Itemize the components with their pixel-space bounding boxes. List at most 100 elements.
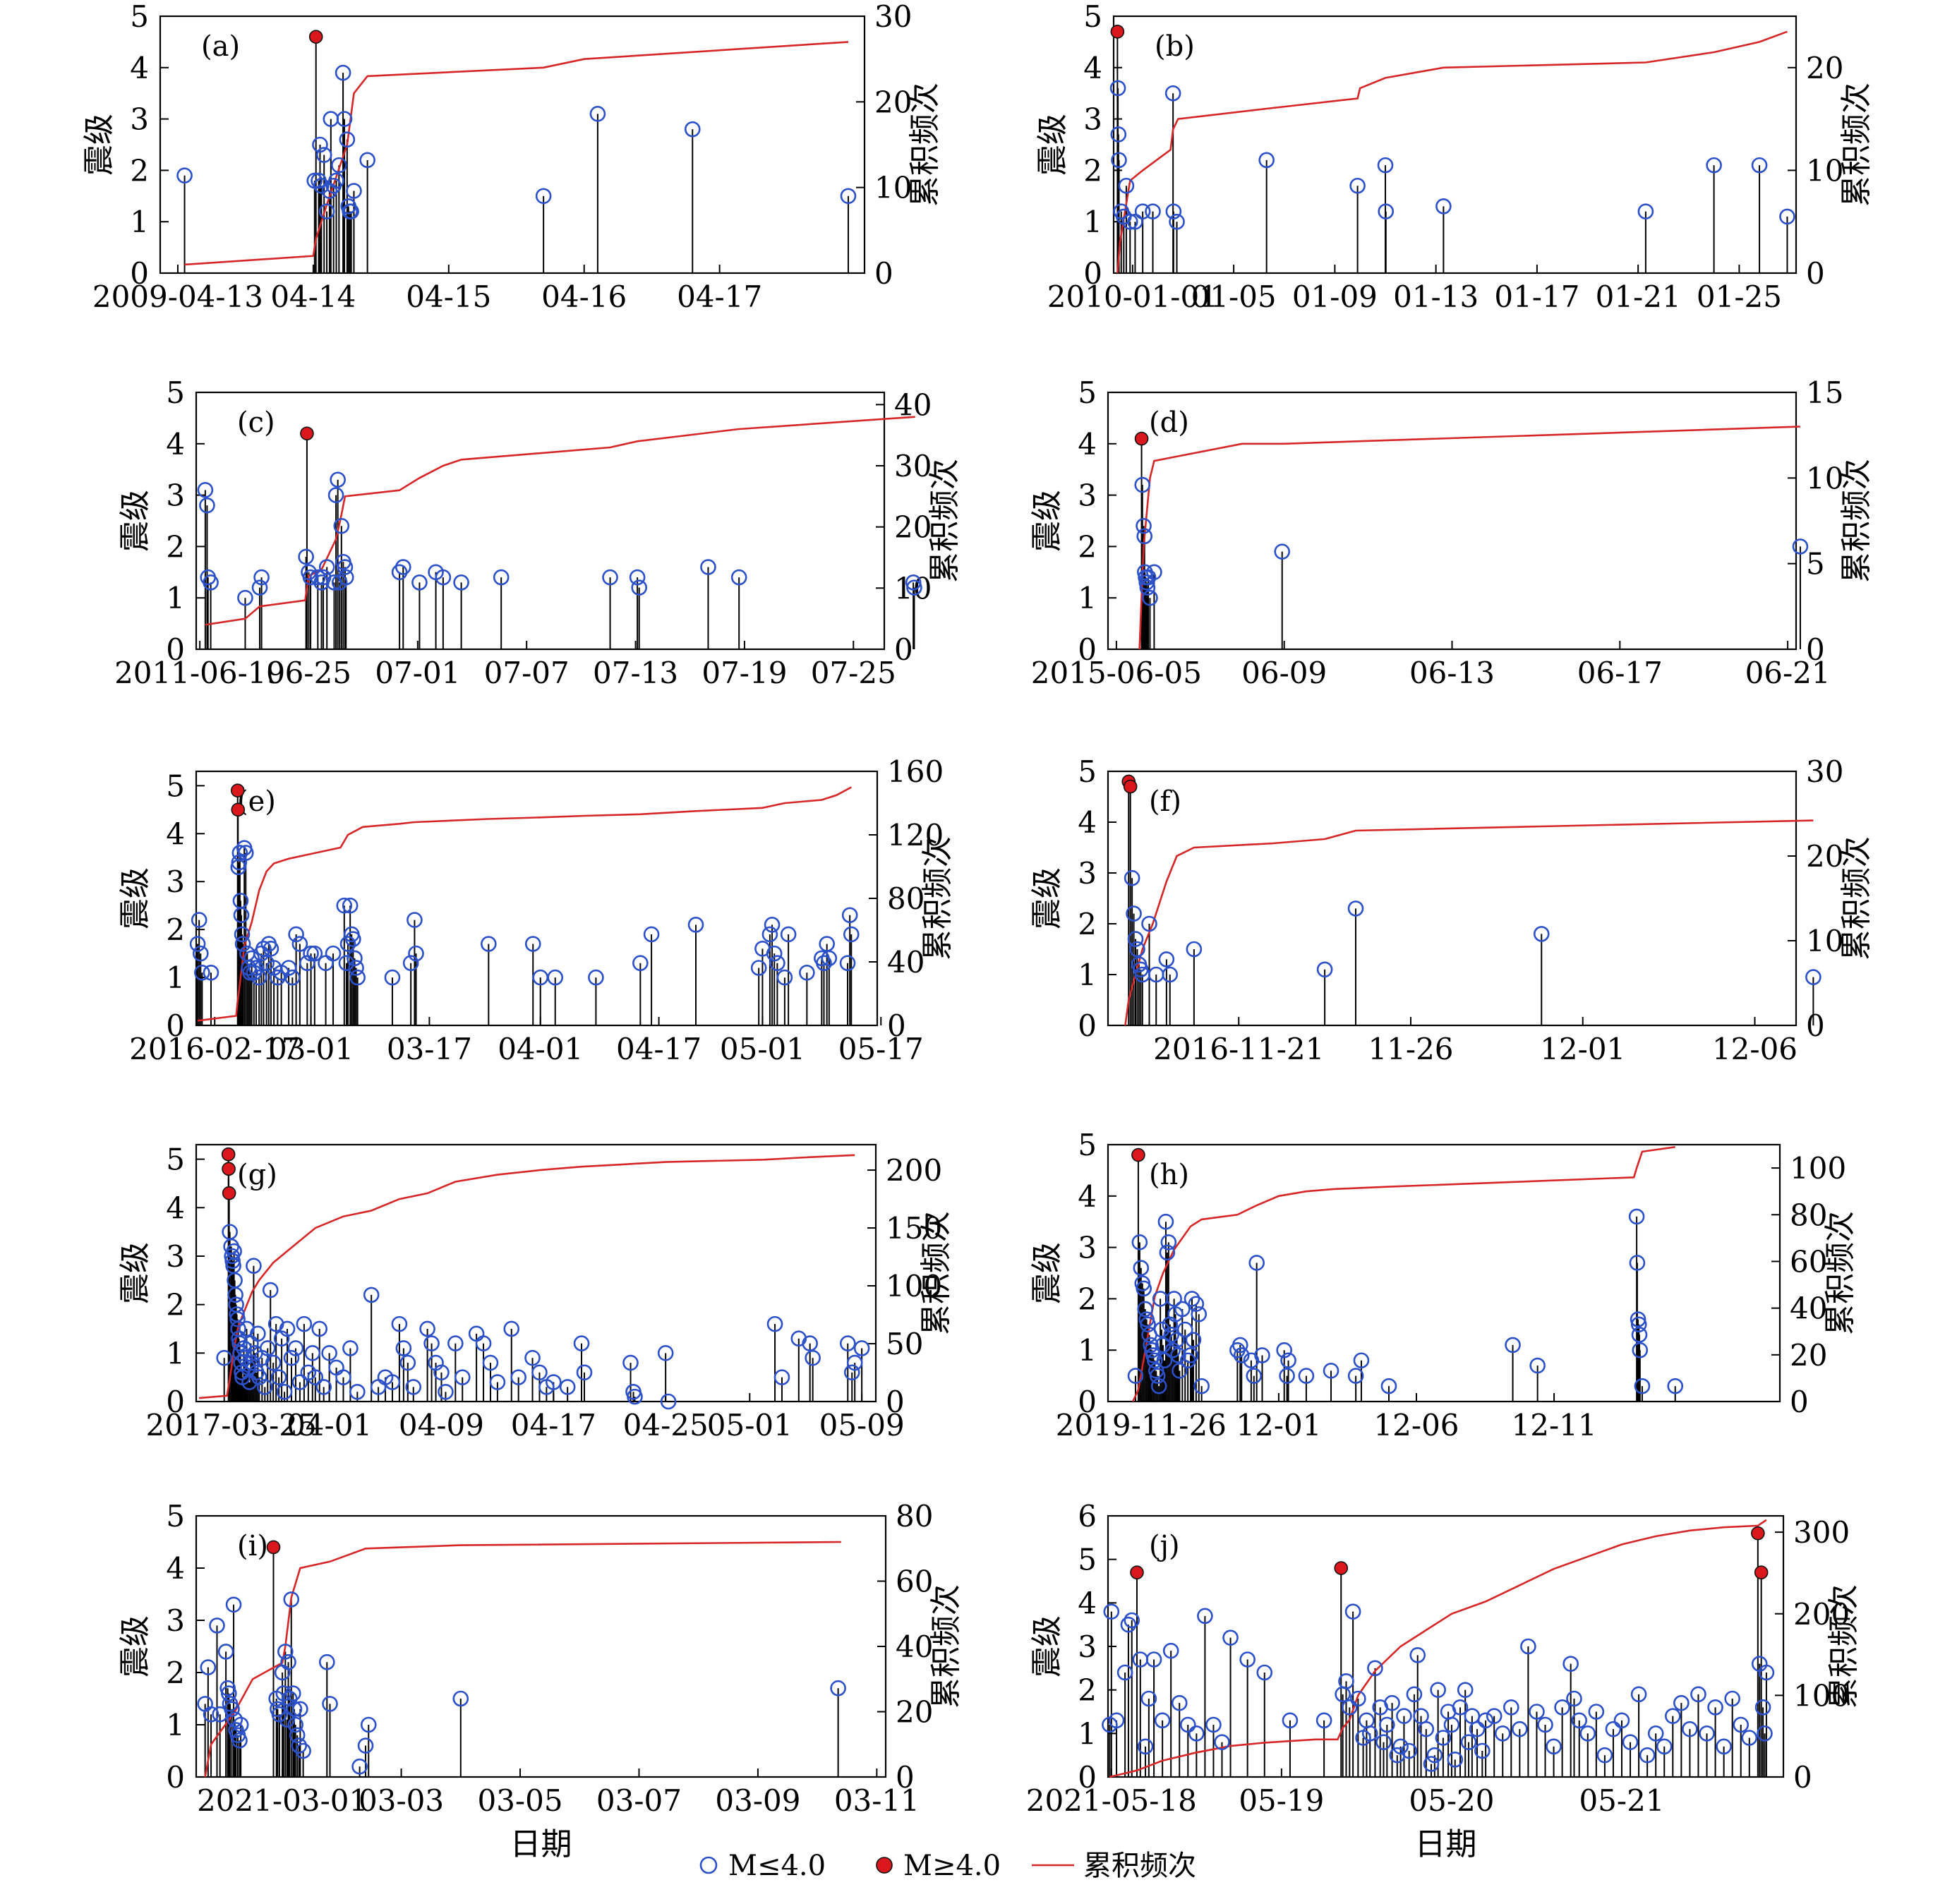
event-marker-minor [1121,213,1138,230]
event-marker-minor [1188,1725,1205,1742]
y2-tick-label: 5 [1806,547,1825,582]
y-tick-label: 4 [1083,51,1102,85]
x-tick-label: 05-09 [819,1408,905,1442]
event-marker-minor [1155,1337,1172,1354]
x-tick-label: 03-17 [387,1032,472,1066]
event-marker-minor [1127,931,1144,947]
event-marker-minor [1754,1699,1771,1716]
y-tick-label: 1 [1078,1333,1097,1368]
cumulative-line [184,41,849,266]
event-marker-major [230,783,245,797]
event-marker-minor [453,574,469,591]
event-marker-minor [1127,1368,1144,1384]
y-tick-label: 4 [166,817,185,851]
y-tick-label: 0 [1078,1760,1097,1795]
event-marker-minor [384,969,401,986]
event-marker-minor [1254,1347,1270,1363]
y-tick-label: 3 [1078,1231,1097,1265]
y-tick-label: 0 [166,1385,185,1419]
event-marker-minor [627,1388,643,1405]
plot-frame [1107,1143,1781,1403]
event-marker-minor [454,1369,471,1385]
event-marker-minor [339,936,356,952]
event-marker-minor [237,845,254,861]
x-tick-label: 05-20 [1409,1783,1494,1818]
y-tick-label: 0 [166,1760,185,1795]
y2-axis-label: 累积频次 [1838,836,1874,960]
event-marker-minor [233,907,250,924]
event-marker-minor [438,1383,454,1400]
event-marker-minor [906,579,922,596]
x-tick-label: 2017-03-25 [146,1408,317,1442]
event-marker-minor [265,1354,282,1371]
y-tick-label: 0 [1078,1385,1097,1419]
y2-tick-label: 20 [1806,839,1843,874]
event-marker-minor [359,152,375,169]
event-marker-minor [1566,1690,1582,1707]
y2-tick-label: 60 [1790,1244,1827,1279]
event-marker-minor [1136,528,1153,545]
event-marker-minor [277,1644,294,1660]
event-marker-minor [203,574,219,591]
event-marker-minor [1430,1682,1446,1698]
x-tick-label: 07-19 [701,656,787,690]
x-tick-label: 04-17 [677,279,762,314]
event-marker-minor [503,1320,520,1337]
x-tick-label: 12-11 [1512,1408,1597,1442]
panel-d: 0 1 2 3 4 5 0 5 10 15 2015-06-05 06-09 06-13 06-17 06-… [1029,375,1874,690]
event-marker-minor [1406,1686,1423,1703]
event-marker-minor [1486,1708,1503,1724]
y-tick-label: 3 [1078,1629,1097,1664]
event-marker-minor [191,912,207,928]
event-marker-minor [262,1282,279,1299]
event-marker-minor [821,950,838,967]
event-marker-minor [576,1364,593,1381]
event-marker-minor [1629,1255,1646,1271]
event-marker-minor [342,1340,359,1356]
event-marker-minor [1630,1316,1647,1333]
x-tick-label: 04-14 [270,279,356,314]
event-marker-minor [1137,1301,1153,1318]
event-marker-minor [1378,203,1395,219]
event-marker-minor [1409,1647,1426,1663]
event-marker-minor [1537,1716,1553,1733]
event-marker-major [266,1540,281,1555]
y-tick-label: 6 [1078,1499,1097,1534]
event-marker-minor [1505,1337,1521,1354]
y-tick-label: 4 [130,51,149,85]
cumulative-line [204,1541,841,1778]
event-marker-minor [1163,1327,1180,1343]
y2-tick-label: 0 [874,256,893,291]
event-marker-minor [547,969,564,986]
event-marker-minor [227,1287,243,1303]
event-marker-minor [357,1737,374,1754]
event-marker-minor [1353,1352,1370,1369]
event-marker-minor [234,926,251,943]
cumulative-line [205,416,915,626]
event-marker-minor [1401,1742,1417,1759]
event-marker-minor [843,926,860,943]
event-marker-minor [1188,1296,1205,1312]
event-marker-major [1110,25,1125,39]
event-marker-minor [1673,1694,1690,1711]
event-marker-minor [535,188,552,205]
y-tick-label: 1 [166,1708,185,1742]
y-tick-label: 2 [166,912,185,947]
event-marker-minor [489,1374,506,1390]
event-marker-minor [776,969,793,986]
x-tick-label: 04-09 [399,1408,484,1442]
event-marker-minor [1139,579,1156,596]
event-marker-major [1334,1561,1349,1575]
event-marker-minor [221,1685,237,1701]
event-marker-minor [546,1374,562,1390]
event-marker-minor [493,569,510,586]
event-marker-minor [232,1716,249,1733]
x-tick-label: 04-17 [511,1408,596,1442]
event-marker-minor [1554,1699,1570,1716]
event-marker-minor [761,926,778,943]
event-marker-minor [395,559,411,575]
y-tick-label: 5 [1078,1543,1097,1577]
event-marker-minor [524,936,541,952]
